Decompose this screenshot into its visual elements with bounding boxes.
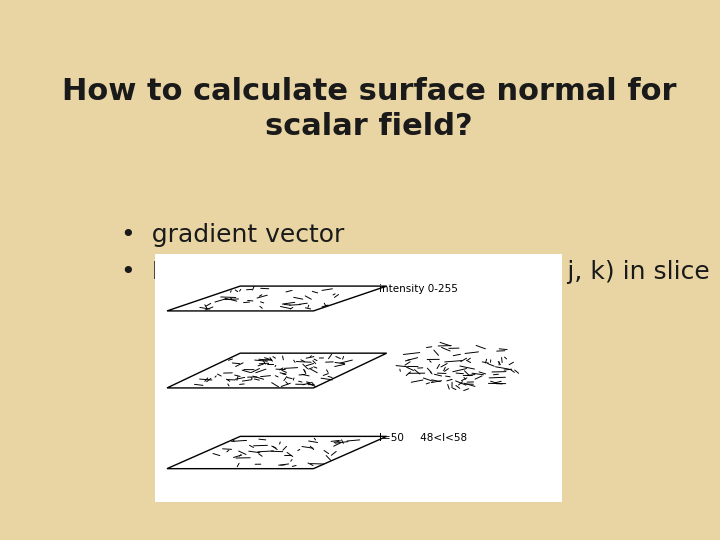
- Text: How to calculate surface normal for
scalar field?: How to calculate surface normal for scal…: [62, 77, 676, 141]
- Polygon shape: [167, 436, 387, 469]
- Text: •  gradient vector: • gradient vector: [121, 223, 344, 247]
- Text: •  D(i, j, k) is the density at voxel(i, j, k) in slice k: • D(i, j, k) is the density at voxel(i, …: [121, 260, 720, 284]
- Polygon shape: [167, 353, 387, 388]
- FancyBboxPatch shape: [155, 254, 562, 502]
- Polygon shape: [167, 286, 387, 311]
- Text: I=50     48<I<58: I=50 48<I<58: [379, 433, 467, 443]
- Text: intensity 0-255: intensity 0-255: [379, 284, 457, 294]
